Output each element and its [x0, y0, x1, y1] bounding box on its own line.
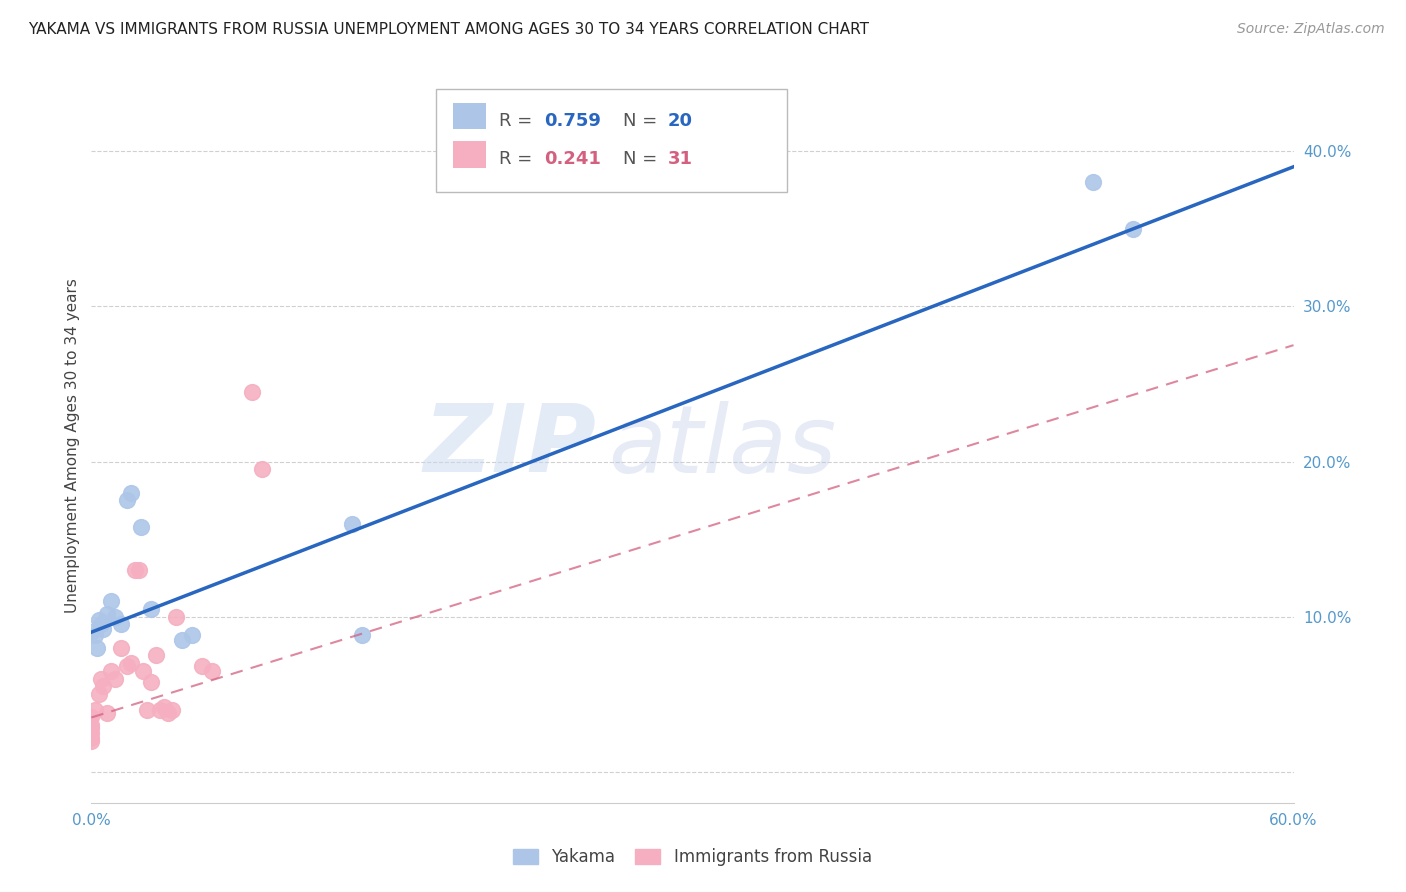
- Point: [96, 706, 118, 720]
- Point: [80, 710, 103, 724]
- Point: [80, 722, 103, 736]
- Point: [132, 664, 155, 678]
- Point: [180, 628, 202, 642]
- Point: [104, 672, 127, 686]
- Point: [90, 672, 112, 686]
- Point: [160, 703, 183, 717]
- Text: 0.759: 0.759: [544, 112, 600, 129]
- Point: [148, 703, 170, 717]
- Point: [201, 664, 224, 678]
- Point: [100, 594, 122, 608]
- Y-axis label: Unemployment Among Ages 30 to 34 years: Unemployment Among Ages 30 to 34 years: [65, 278, 80, 614]
- Point: [110, 617, 132, 632]
- Point: [156, 706, 179, 720]
- Text: ZIP: ZIP: [423, 400, 596, 492]
- Point: [141, 674, 163, 689]
- Text: N =: N =: [623, 112, 657, 129]
- Point: [136, 703, 159, 717]
- Point: [104, 609, 127, 624]
- Point: [80, 733, 103, 747]
- Point: [117, 493, 139, 508]
- Text: N =: N =: [623, 150, 657, 168]
- Legend: Yakama, Immigrants from Russia: Yakama, Immigrants from Russia: [506, 842, 879, 873]
- Text: atlas: atlas: [609, 401, 837, 491]
- Point: [141, 602, 163, 616]
- Point: [165, 609, 187, 624]
- Point: [96, 607, 118, 621]
- Point: [80, 731, 103, 745]
- Point: [110, 640, 132, 655]
- Point: [1122, 222, 1144, 236]
- Point: [128, 563, 150, 577]
- Point: [89, 687, 111, 701]
- Point: [145, 648, 167, 663]
- Point: [240, 384, 263, 399]
- Point: [190, 659, 212, 673]
- Text: 20: 20: [668, 112, 693, 129]
- Text: 31: 31: [668, 150, 693, 168]
- Point: [340, 516, 363, 531]
- Point: [350, 628, 373, 642]
- Point: [1083, 175, 1105, 189]
- Point: [80, 726, 103, 740]
- Point: [86, 640, 108, 655]
- Point: [84, 703, 107, 717]
- Point: [93, 622, 115, 636]
- Point: [80, 625, 103, 640]
- Text: R =: R =: [499, 150, 533, 168]
- Point: [100, 664, 122, 678]
- Text: 0.241: 0.241: [544, 150, 600, 168]
- Point: [170, 632, 193, 647]
- Point: [250, 462, 273, 476]
- Point: [131, 519, 153, 533]
- Point: [89, 613, 111, 627]
- Point: [121, 656, 143, 670]
- Point: [84, 628, 107, 642]
- Text: R =: R =: [499, 112, 533, 129]
- Point: [124, 563, 146, 577]
- Text: YAKAMA VS IMMIGRANTS FROM RUSSIA UNEMPLOYMENT AMONG AGES 30 TO 34 YEARS CORRELAT: YAKAMA VS IMMIGRANTS FROM RUSSIA UNEMPLO…: [28, 22, 869, 37]
- Point: [152, 699, 174, 714]
- Point: [90, 617, 112, 632]
- Point: [117, 659, 139, 673]
- Text: Source: ZipAtlas.com: Source: ZipAtlas.com: [1237, 22, 1385, 37]
- Point: [93, 680, 115, 694]
- Point: [80, 718, 103, 732]
- Point: [121, 485, 143, 500]
